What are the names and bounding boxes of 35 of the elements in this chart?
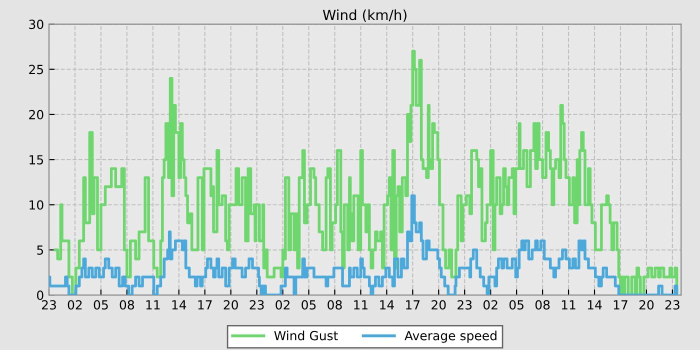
legend-label: Average speed [404, 330, 496, 343]
x-tick-label: 20 [224, 300, 238, 310]
x-tick-label: 05 [302, 300, 316, 310]
x-tick-label: 23 [665, 300, 680, 310]
x-tick-label: 11 [146, 300, 160, 310]
x-tick-label: 08 [535, 300, 550, 310]
legend-label: Wind Gust [274, 330, 338, 340]
x-tick-label: 17 [406, 300, 420, 310]
x-tick-label: 08 [328, 300, 342, 310]
y-tick-label: 10 [30, 200, 44, 210]
x-tick-label: 23 [42, 300, 56, 310]
x-tick-label: 05 [94, 300, 108, 310]
x-tick-label: 11 [354, 300, 368, 310]
y-tick-label: 0 [37, 290, 44, 300]
x-tick-label: 17 [198, 300, 212, 310]
y-tick-label: 20 [29, 110, 44, 120]
x-tick-label: 05 [509, 300, 524, 310]
x-tick-label: 23 [250, 300, 264, 310]
y-tick-label: 5 [37, 246, 44, 255]
x-tick-label: 08 [120, 300, 134, 310]
x-tick-label: 17 [614, 300, 628, 310]
x-tick-label: 14 [588, 300, 602, 310]
x-tick-label: 20 [432, 300, 446, 310]
x-tick-label: 23 [458, 300, 472, 310]
x-tick-label: 02 [276, 300, 290, 310]
y-tick-label: 25 [29, 64, 44, 74]
chart-title: Wind (km/h) [322, 9, 406, 22]
x-tick-label: 14 [380, 300, 394, 310]
x-tick-label: 14 [172, 300, 186, 310]
y-tick-label: 15 [30, 155, 44, 165]
x-tick-label: 11 [562, 300, 576, 310]
x-tick-label: 02 [483, 300, 498, 310]
x-tick-label: 20 [639, 300, 654, 310]
x-tick-label: 02 [68, 300, 82, 310]
y-tick-label: 30 [29, 20, 44, 30]
